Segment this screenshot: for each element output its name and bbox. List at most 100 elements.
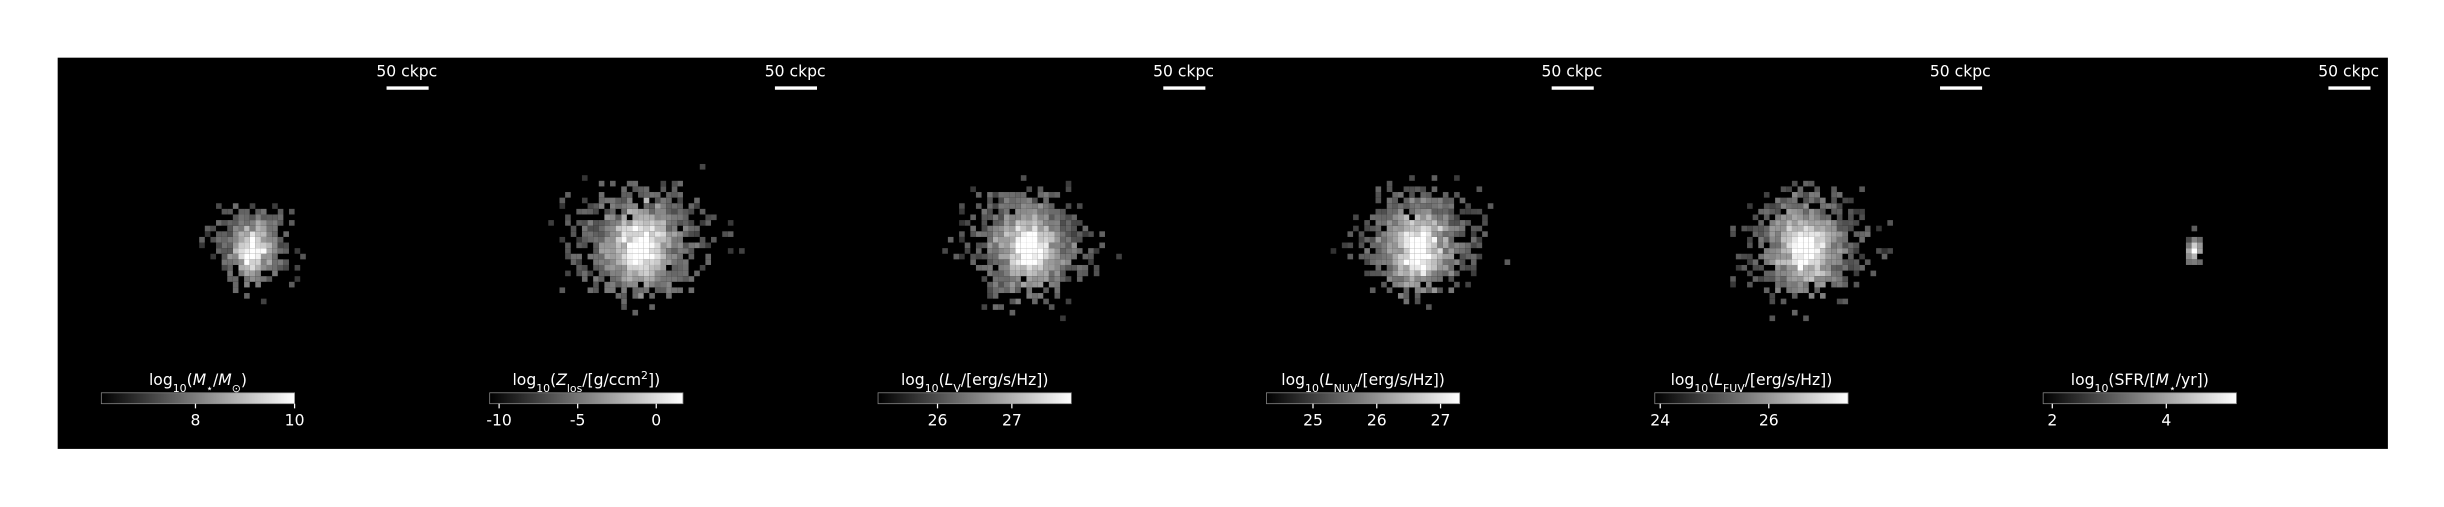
map-image	[199, 203, 306, 305]
pixel	[1814, 192, 1821, 198]
pixel	[610, 276, 616, 282]
pixel	[1842, 259, 1849, 265]
pixel	[1448, 259, 1455, 265]
pixel	[1420, 270, 1427, 277]
pixel	[1420, 248, 1427, 254]
pixel	[1437, 264, 1443, 271]
pixel	[981, 220, 988, 226]
pixel	[593, 236, 599, 243]
pixel	[1020, 281, 1027, 288]
pixel	[1769, 231, 1776, 237]
pixel	[643, 242, 650, 249]
pixel	[1836, 214, 1843, 221]
pixel	[632, 287, 639, 294]
pixel	[244, 214, 250, 221]
pixel	[992, 287, 999, 294]
pixel	[1780, 197, 1787, 204]
pixel	[1026, 264, 1033, 271]
pixel	[1020, 236, 1027, 243]
pixel	[1786, 225, 1792, 232]
pixel	[1437, 203, 1443, 209]
pixel	[1780, 236, 1787, 243]
map-image	[548, 163, 745, 316]
pixel	[1448, 287, 1455, 294]
pixel	[1791, 259, 1798, 265]
pixel	[1364, 220, 1370, 226]
pixel	[1054, 208, 1061, 215]
pixel	[638, 225, 644, 232]
pixel	[970, 186, 976, 193]
pixel	[1386, 220, 1393, 226]
pixel	[1797, 192, 1804, 198]
pixel	[660, 220, 667, 226]
pixel	[2185, 259, 2192, 265]
pixel	[626, 236, 633, 243]
pixel	[1437, 248, 1443, 254]
pixel	[1420, 264, 1427, 271]
pixel	[1853, 231, 1860, 237]
pixel	[688, 253, 695, 260]
pixel	[1397, 270, 1404, 277]
pixel	[1347, 242, 1354, 249]
pixel	[1780, 281, 1787, 288]
pixel	[1026, 220, 1033, 226]
pixel	[266, 242, 273, 249]
pixel	[1758, 253, 1764, 260]
pixel	[1026, 259, 1033, 265]
pixel	[1842, 264, 1849, 271]
pixel	[694, 203, 700, 209]
pixel	[227, 231, 233, 237]
pixel	[1747, 236, 1753, 243]
pixel	[1054, 236, 1061, 243]
pixel	[1037, 264, 1044, 271]
pixel	[1786, 220, 1792, 226]
pixel	[1071, 236, 1077, 243]
pixel	[1465, 281, 1471, 288]
pixel	[1369, 270, 1376, 277]
pixel	[711, 214, 717, 221]
pixel	[1825, 264, 1832, 271]
pixel	[1369, 259, 1376, 265]
pixel	[1476, 186, 1483, 193]
pixel	[260, 248, 267, 254]
pixel	[1420, 186, 1427, 193]
pixel	[1797, 242, 1804, 249]
pixel	[1791, 214, 1798, 221]
colorbar-label: log10(M⋆/M⊙)	[149, 371, 247, 395]
pixel	[643, 208, 650, 215]
pixel	[260, 208, 267, 215]
pixel	[576, 242, 582, 249]
pixel	[1791, 287, 1798, 294]
pixel	[1448, 236, 1455, 243]
pixel	[1763, 208, 1770, 215]
pixel	[688, 203, 695, 209]
pixel	[1026, 293, 1033, 299]
pixel	[1747, 253, 1753, 260]
pixel	[1392, 203, 1398, 209]
pixel	[1386, 208, 1393, 215]
pixel	[1831, 276, 1837, 282]
pixel	[621, 253, 627, 260]
pixel	[694, 225, 700, 232]
pixel	[1071, 231, 1077, 237]
pixel	[632, 203, 639, 209]
pixel	[1803, 248, 1809, 254]
pixel	[1442, 236, 1449, 243]
pixel	[593, 281, 599, 288]
pixel	[1003, 208, 1010, 215]
pixel	[1426, 214, 1432, 221]
pixel	[1003, 197, 1010, 204]
pixel	[1392, 214, 1398, 221]
pixel	[1369, 242, 1376, 249]
pixel	[626, 281, 633, 288]
label-part: 10	[1694, 381, 1708, 394]
pixel	[1780, 248, 1787, 254]
pixel	[975, 248, 982, 254]
pixel	[593, 220, 599, 226]
pixel	[638, 259, 644, 265]
pixel	[1020, 220, 1027, 226]
pixel	[1392, 276, 1398, 282]
pixel	[1820, 208, 1826, 215]
pixel	[1448, 276, 1455, 282]
pixel	[1448, 214, 1455, 221]
